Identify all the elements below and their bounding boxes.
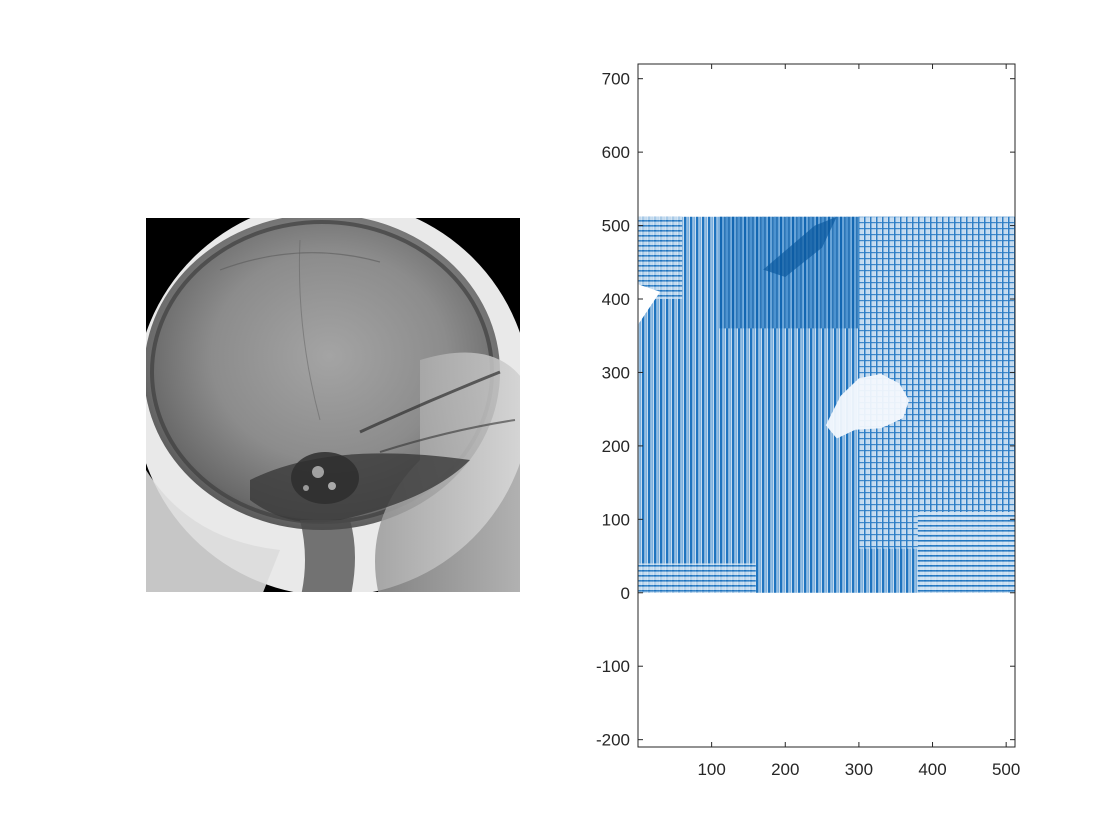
- x-tick-label: 300: [845, 760, 873, 779]
- y-tick-label: 0: [621, 584, 630, 603]
- y-tick-label: -100: [596, 657, 630, 676]
- y-tick-label: -200: [596, 731, 630, 750]
- x-tick-label: 100: [697, 760, 725, 779]
- x-tick-label: 500: [992, 760, 1020, 779]
- y-tick-label: 700: [602, 70, 630, 89]
- skull-shape: [146, 218, 500, 530]
- y-tick-label: 100: [602, 510, 630, 529]
- y-axis: -200 -100 0 100 200 300 400 500 600 700: [596, 70, 1015, 750]
- field-dark-streak: [763, 216, 837, 277]
- y-tick-label: 500: [602, 217, 630, 236]
- y-tick-label: 200: [602, 437, 630, 456]
- field-horizontal-region-left: [638, 563, 756, 593]
- axes-box: [637, 63, 1016, 748]
- x-tick-label: 400: [918, 760, 946, 779]
- xray-image: [146, 218, 520, 592]
- y-tick-label: 300: [602, 363, 630, 382]
- field-left-notch: [638, 284, 661, 325]
- x-tick-label: 200: [771, 760, 799, 779]
- field-plot: [638, 216, 1015, 593]
- y-tick-label: 600: [602, 143, 630, 162]
- field-bright-blob: [825, 373, 909, 439]
- chart-axes: 100 200 300 400 500 -200 -100 0 100 200 300 400 500…: [596, 63, 1020, 779]
- field-horizontal-region: [917, 511, 1015, 593]
- x-axis: 100 200 300 400 500: [697, 64, 1020, 779]
- y-tick-label: 400: [602, 290, 630, 309]
- field-horizontal-region-top: [638, 216, 683, 300]
